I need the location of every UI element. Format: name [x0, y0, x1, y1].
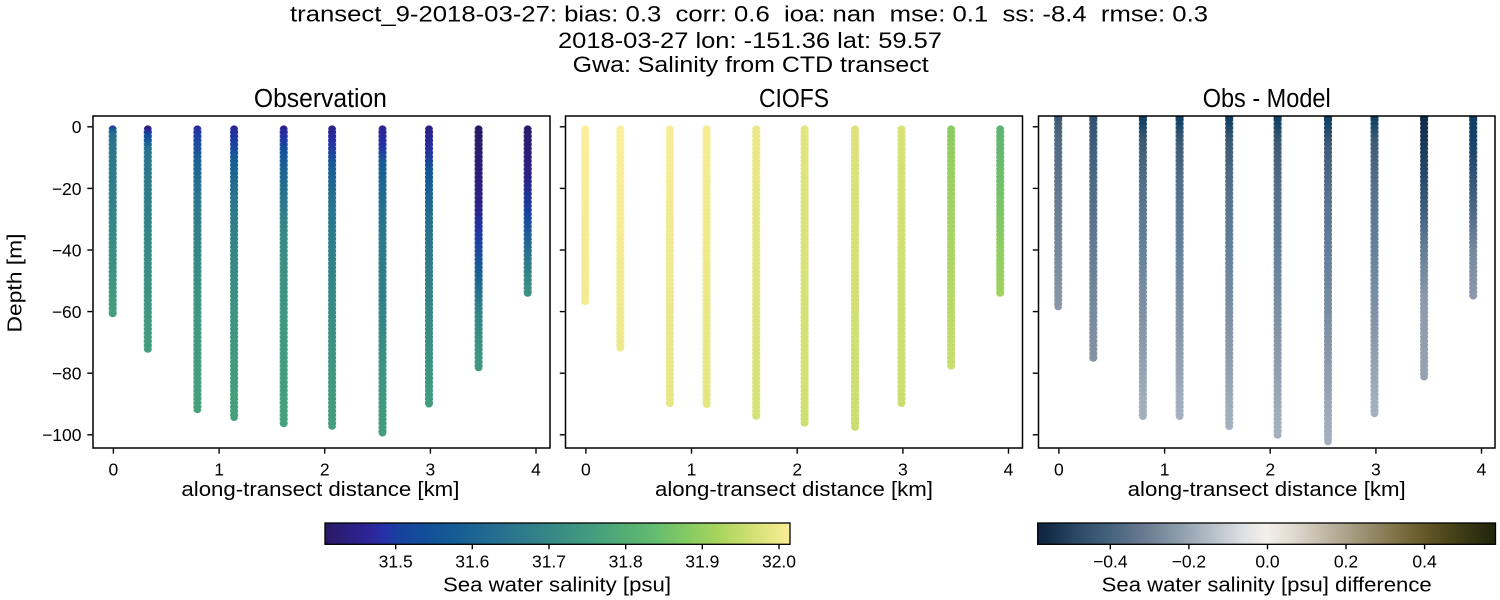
svg-text:1: 1 [1160, 459, 1170, 479]
svg-text:−60: −60 [52, 302, 82, 322]
svg-text:4: 4 [1477, 459, 1487, 479]
svg-text:along-transect distance [km]: along-transect distance [km] [1128, 479, 1406, 501]
svg-text:Sea water salinity [psu]: Sea water salinity [psu] [443, 575, 671, 597]
svg-text:2: 2 [792, 459, 802, 479]
svg-text:0.0: 0.0 [1255, 552, 1280, 572]
svg-text:along-transect distance [km]: along-transect distance [km] [181, 479, 459, 501]
svg-text:2: 2 [320, 459, 330, 479]
svg-text:31.7: 31.7 [532, 552, 566, 572]
svg-text:3: 3 [898, 459, 908, 479]
svg-text:1: 1 [214, 459, 224, 479]
svg-text:Observation: Observation [254, 85, 387, 113]
svg-text:1: 1 [687, 459, 697, 479]
svg-text:−0.2: −0.2 [1172, 552, 1207, 572]
svg-text:−20: −20 [52, 179, 82, 199]
svg-text:0: 0 [72, 117, 82, 137]
svg-text:0: 0 [581, 459, 591, 479]
svg-text:2018-03-27 lon: -151.36 lat: 5: 2018-03-27 lon: -151.36 lat: 59.57 [558, 28, 942, 53]
svg-text:2: 2 [1265, 459, 1275, 479]
svg-text:along-transect distance [km]: along-transect distance [km] [655, 479, 933, 501]
svg-text:0.2: 0.2 [1334, 552, 1358, 572]
svg-text:32.0: 32.0 [762, 552, 796, 572]
svg-text:transect_9-2018-03-27: bias: 0: transect_9-2018-03-27: bias: 0.3 corr: 0… [290, 2, 1208, 27]
svg-text:0: 0 [109, 459, 119, 479]
svg-text:−100: −100 [42, 425, 82, 445]
svg-text:−80: −80 [52, 364, 82, 384]
svg-text:Depth [m]: Depth [m] [5, 234, 27, 333]
svg-text:Obs - Model: Obs - Model [1203, 85, 1331, 113]
svg-text:0.4: 0.4 [1412, 552, 1437, 572]
svg-text:3: 3 [426, 459, 436, 479]
svg-text:31.5: 31.5 [379, 552, 413, 572]
svg-text:0: 0 [1054, 459, 1064, 479]
svg-text:4: 4 [531, 459, 541, 479]
svg-text:Sea water salinity [psu] diffe: Sea water salinity [psu] difference [1102, 575, 1432, 597]
svg-text:Gwa: Salinity from CTD transec: Gwa: Salinity from CTD transect [573, 52, 929, 77]
svg-text:CIOFS: CIOFS [759, 85, 829, 113]
svg-text:3: 3 [1371, 459, 1381, 479]
svg-text:4: 4 [1004, 459, 1014, 479]
svg-text:−40: −40 [52, 240, 82, 260]
svg-text:31.9: 31.9 [685, 552, 719, 572]
svg-text:−0.4: −0.4 [1093, 552, 1128, 572]
svg-text:31.8: 31.8 [609, 552, 643, 572]
svg-text:31.6: 31.6 [455, 552, 489, 572]
